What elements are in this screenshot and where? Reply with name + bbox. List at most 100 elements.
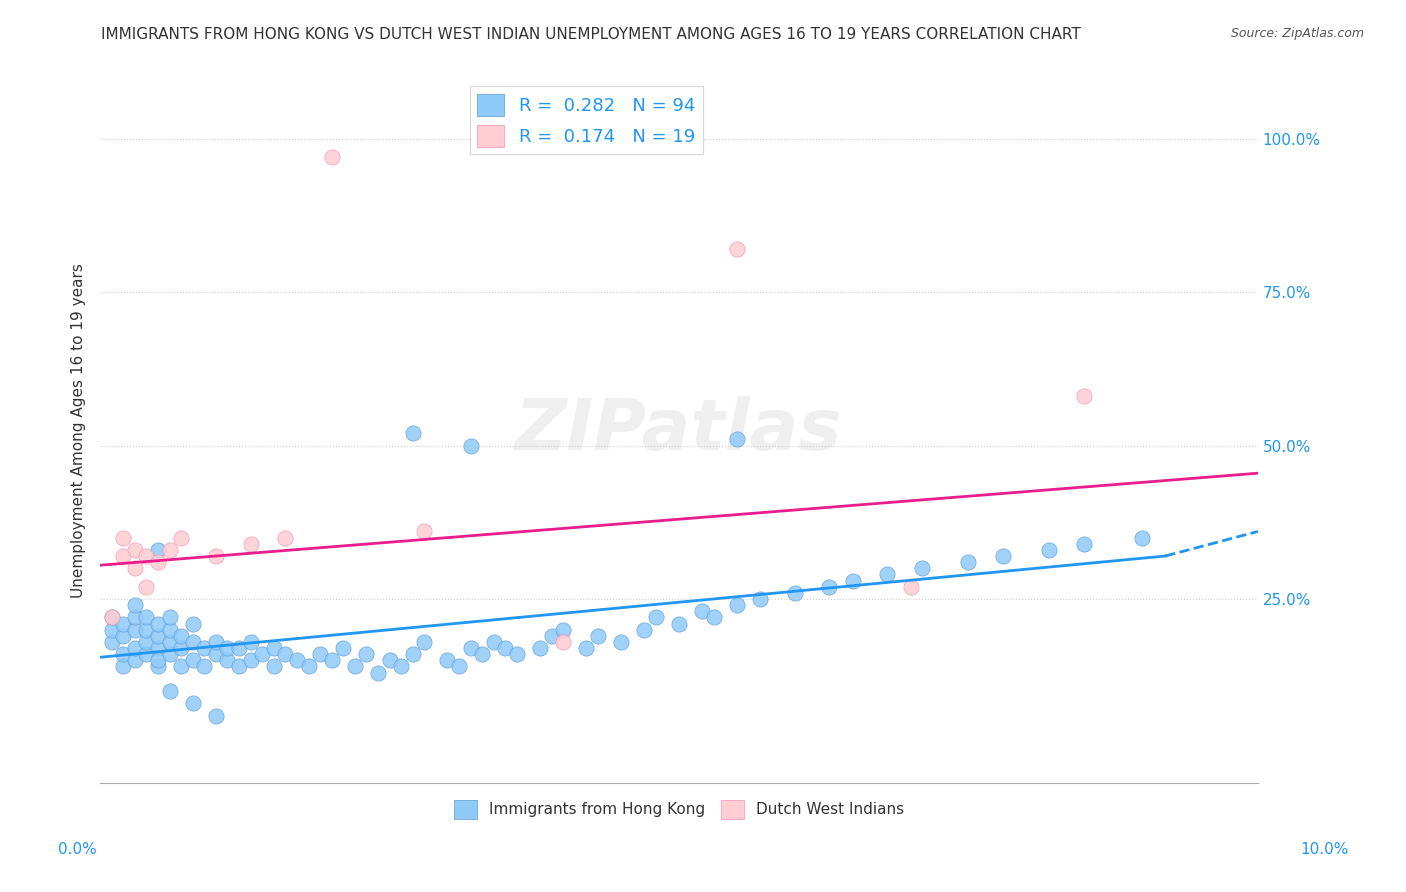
Point xyxy=(690,604,713,618)
Point xyxy=(725,433,748,447)
Point xyxy=(482,635,505,649)
Point xyxy=(181,696,204,710)
Point xyxy=(321,150,343,164)
Point xyxy=(205,549,228,563)
Point xyxy=(436,653,458,667)
Point xyxy=(263,659,285,673)
Point xyxy=(309,647,332,661)
Point xyxy=(124,598,146,612)
Point xyxy=(413,635,436,649)
Point xyxy=(413,524,436,539)
Point xyxy=(250,647,273,661)
Point xyxy=(146,641,169,656)
Point xyxy=(553,623,575,637)
Point xyxy=(146,659,169,673)
Point xyxy=(725,242,748,256)
Point xyxy=(112,659,135,673)
Point xyxy=(100,635,122,649)
Point xyxy=(356,647,378,661)
Point xyxy=(818,580,841,594)
Point xyxy=(876,567,898,582)
Text: ZIPatlas: ZIPatlas xyxy=(515,396,842,465)
Point xyxy=(321,653,343,667)
Point xyxy=(170,641,193,656)
Text: 0.0%: 0.0% xyxy=(58,842,97,856)
Point xyxy=(274,647,297,661)
Point xyxy=(135,623,157,637)
Legend: Immigrants from Hong Kong, Dutch West Indians: Immigrants from Hong Kong, Dutch West In… xyxy=(449,794,910,825)
Point xyxy=(239,653,262,667)
Point xyxy=(274,531,297,545)
Point xyxy=(124,641,146,656)
Point xyxy=(100,610,122,624)
Point xyxy=(460,439,482,453)
Point xyxy=(900,580,922,594)
Point xyxy=(540,629,562,643)
Point xyxy=(506,647,529,661)
Point xyxy=(343,659,366,673)
Text: IMMIGRANTS FROM HONG KONG VS DUTCH WEST INDIAN UNEMPLOYMENT AMONG AGES 16 TO 19 : IMMIGRANTS FROM HONG KONG VS DUTCH WEST … xyxy=(101,27,1080,42)
Point xyxy=(112,647,135,661)
Point xyxy=(100,610,122,624)
Point xyxy=(783,586,806,600)
Point xyxy=(124,623,146,637)
Point xyxy=(124,542,146,557)
Point xyxy=(668,616,690,631)
Point xyxy=(159,647,181,661)
Point xyxy=(146,653,169,667)
Point xyxy=(135,549,157,563)
Point xyxy=(586,629,609,643)
Point xyxy=(170,659,193,673)
Text: Source: ZipAtlas.com: Source: ZipAtlas.com xyxy=(1230,27,1364,40)
Point xyxy=(100,623,122,637)
Point xyxy=(402,426,425,441)
Point xyxy=(471,647,494,661)
Point xyxy=(146,555,169,569)
Point xyxy=(725,598,748,612)
Point xyxy=(285,653,308,667)
Point xyxy=(124,561,146,575)
Point xyxy=(529,641,551,656)
Point xyxy=(159,623,181,637)
Point xyxy=(146,542,169,557)
Point xyxy=(135,635,157,649)
Point xyxy=(181,653,204,667)
Point xyxy=(124,653,146,667)
Point xyxy=(135,647,157,661)
Point xyxy=(841,574,863,588)
Point xyxy=(1038,542,1060,557)
Point xyxy=(170,629,193,643)
Point xyxy=(633,623,655,637)
Point xyxy=(297,659,319,673)
Point xyxy=(239,537,262,551)
Point xyxy=(159,635,181,649)
Point xyxy=(112,549,135,563)
Point xyxy=(146,629,169,643)
Point xyxy=(228,641,250,656)
Point xyxy=(159,684,181,698)
Point xyxy=(911,561,934,575)
Point xyxy=(575,641,598,656)
Point xyxy=(389,659,412,673)
Point xyxy=(749,591,772,606)
Point xyxy=(205,635,228,649)
Point xyxy=(553,635,575,649)
Point xyxy=(181,635,204,649)
Point xyxy=(205,647,228,661)
Point xyxy=(957,555,980,569)
Point xyxy=(181,616,204,631)
Point xyxy=(217,653,239,667)
Point xyxy=(146,616,169,631)
Y-axis label: Unemployment Among Ages 16 to 19 years: Unemployment Among Ages 16 to 19 years xyxy=(72,263,86,598)
Point xyxy=(228,659,250,673)
Point xyxy=(159,610,181,624)
Point xyxy=(378,653,401,667)
Point xyxy=(402,647,425,661)
Point xyxy=(703,610,725,624)
Point xyxy=(644,610,666,624)
Point xyxy=(124,610,146,624)
Point xyxy=(610,635,633,649)
Point xyxy=(205,708,228,723)
Point xyxy=(1073,389,1095,403)
Point xyxy=(494,641,516,656)
